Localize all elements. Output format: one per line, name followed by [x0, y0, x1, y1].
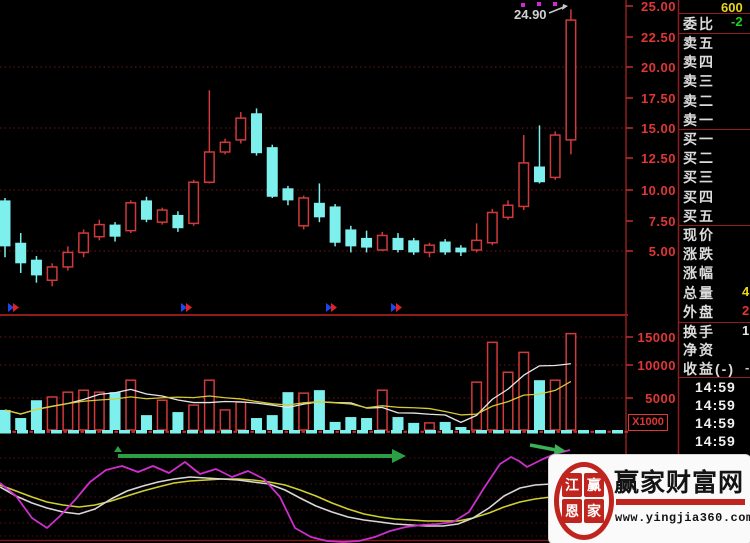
buy-row-1[interactable]: 买一: [679, 130, 750, 149]
watermark-banner: 江赢恩家 赢家财富网 www.yingjia360.com: [548, 454, 750, 543]
info-row-label: 净资: [683, 342, 715, 359]
sell-row-4[interactable]: 卖四: [679, 53, 750, 72]
buy-row-2-label: 买二: [683, 150, 715, 167]
info-row: 现价: [679, 226, 750, 245]
sell-row-1[interactable]: 卖一: [679, 111, 750, 130]
sell-row-2-label: 卖二: [683, 92, 715, 109]
info-row: 收益(-) -: [679, 360, 750, 378]
tick-time: 14:59: [695, 397, 736, 413]
buy-row-4-label: 买四: [683, 188, 715, 205]
price-axis-label: 15.00: [640, 121, 676, 136]
tick-time: 14:59: [695, 415, 736, 431]
peak-price-label: 24.90: [514, 7, 547, 22]
quote-sidebar: 600 委比 -2 卖五 卖四 卖三 卖二 卖一 买一 买二 买三 买四 买五 现价 涨跌 涨幅 总量…: [678, 0, 750, 455]
quote-info-block: 现价涨跌涨幅总量 4 外盘 2: [679, 225, 750, 323]
seal-char: 恩: [562, 499, 582, 523]
tick-time-list: 14:59 14:59 14:59 14:59: [679, 377, 750, 451]
info-row-label: 现价: [683, 227, 715, 243]
quote-info-block-2: 换手 1 净资 收益(-) -: [679, 322, 750, 378]
stock-code-fragment: 600: [679, 0, 750, 15]
buy-row-4[interactable]: 买四: [679, 188, 750, 207]
sell-row-3[interactable]: 卖三: [679, 72, 750, 91]
price-axis-label: 22.50: [640, 30, 676, 45]
price-axis-label: 25.00: [640, 0, 676, 14]
price-axis-label: 5.00: [648, 244, 676, 259]
buy-row-3-label: 买三: [683, 169, 715, 186]
watermark-url: www.yingjia360.com: [615, 511, 750, 525]
buy-row-5[interactable]: 买五: [679, 207, 750, 226]
price-axis-label: 7.50: [648, 214, 676, 229]
volume-axis-label: 5000: [645, 391, 676, 406]
info-row-value: -: [745, 359, 750, 375]
weibi-value: -2: [731, 14, 743, 29]
price-axis-label: 20.00: [640, 60, 676, 75]
ask-levels: 卖五卖四卖三卖二卖一: [679, 33, 750, 130]
seal-char: 赢: [584, 473, 604, 497]
info-row: 净资: [679, 341, 750, 359]
sell-row-5-label: 卖五: [683, 35, 715, 51]
price-axis-label: 17.50: [640, 91, 676, 106]
stock-code-text: 600: [721, 0, 743, 15]
buy-row-2[interactable]: 买二: [679, 149, 750, 168]
info-row-label: 外盘: [683, 303, 715, 320]
info-row-value: 1: [742, 323, 750, 338]
info-row-value: 4: [742, 283, 750, 299]
volume-axis-label: 15000: [637, 330, 676, 345]
watermark-red-bar: [616, 499, 745, 505]
tick-time: 14:59: [695, 433, 736, 449]
info-row: 涨幅: [679, 264, 750, 283]
volume-axis-label: 10000: [637, 358, 676, 373]
volume-unit-label: X1000: [628, 414, 668, 431]
buy-row-1-label: 买一: [683, 131, 715, 147]
price-axis-label: 10.00: [640, 183, 676, 198]
info-row-label: 总量: [683, 284, 715, 301]
info-row: 外盘 2: [679, 303, 750, 322]
buy-row-5-label: 买五: [683, 207, 715, 224]
sell-row-5[interactable]: 卖五: [679, 34, 750, 53]
bid-levels: 买一买二买三买四买五: [679, 129, 750, 226]
info-row-label: 换手: [683, 324, 715, 340]
seal-logo-icon: 江赢恩家: [553, 459, 614, 540]
sell-row-2[interactable]: 卖二: [679, 92, 750, 111]
buy-row-3[interactable]: 买三: [679, 168, 750, 187]
weibi-label: 委比: [683, 16, 715, 32]
info-row: 换手 1: [679, 323, 750, 341]
weibi-row: 委比 -2: [679, 13, 750, 34]
info-row: 总量 4: [679, 284, 750, 303]
tick-time: 14:59: [695, 379, 736, 395]
info-row-label: 涨幅: [683, 265, 715, 282]
info-row-label: 涨跌: [683, 246, 715, 263]
watermark-title: 赢家财富网: [614, 469, 745, 497]
sell-row-3-label: 卖三: [683, 73, 715, 90]
info-row: 涨跌: [679, 245, 750, 264]
seal-char: 江: [562, 473, 582, 497]
price-axis-label: 12.50: [640, 151, 676, 166]
sell-row-4-label: 卖四: [683, 54, 715, 71]
seal-char: 家: [584, 499, 604, 523]
sell-row-1-label: 卖一: [683, 111, 715, 128]
info-row-value: 2: [742, 302, 750, 318]
info-row-label: 收益(-): [683, 360, 735, 377]
